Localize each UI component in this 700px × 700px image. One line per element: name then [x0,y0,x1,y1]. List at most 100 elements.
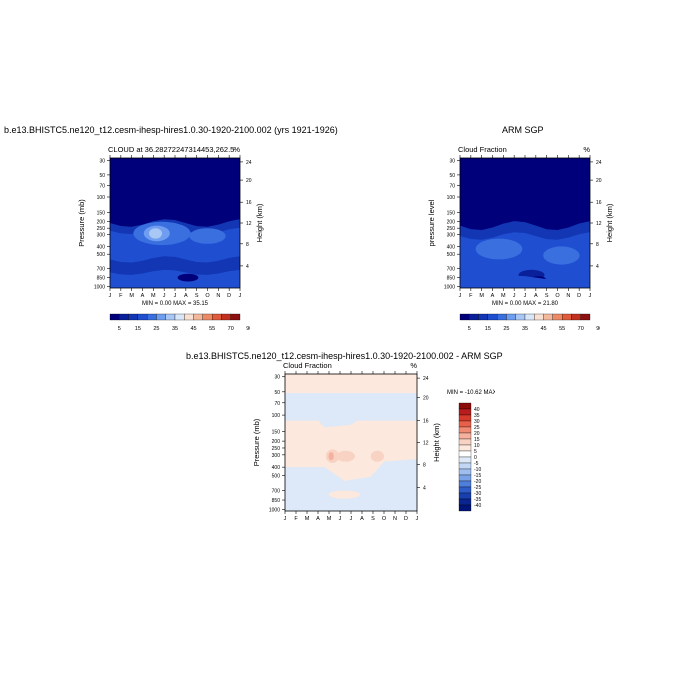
colorbar-label: -35 [474,497,481,503]
y-tick-label-right: 20 [246,178,252,184]
colorbar-label: 30 [474,419,480,425]
colorbar-label: 25 [503,326,509,332]
y-tick-label: 150 [272,430,281,436]
colorbar-swatch [458,480,472,488]
y-tick-label: 700 [97,267,106,273]
x-tick-label: F [469,293,473,299]
x-tick-label: D [577,293,581,299]
colorbar-swatch [478,313,489,321]
stats-label: MIN = -10.62 MAX = 17.89 [447,390,495,396]
colorbar-swatch [137,313,148,321]
y-tick-label: 850 [272,498,281,504]
colorbar-swatch [202,313,213,321]
y-tick-label: 200 [97,220,106,226]
colorbar-swatch [458,438,472,446]
x-tick-label: M [501,293,506,299]
colorbar-label: -20 [474,479,481,485]
colorbar-swatch [580,313,591,321]
x-tick-label: D [227,293,231,299]
colorbar-swatch [119,313,129,321]
y-tick-label-right: 20 [596,178,602,184]
subtitle-left: Cloud Fraction [283,362,332,370]
y-tick-label: 300 [272,453,281,459]
x-tick-label: D [404,516,408,522]
x-tick-label: O [382,516,387,522]
subtitle-left: CLOUD at 36.28272247314453,262.5 [108,145,234,154]
x-tick-label: A [491,293,495,299]
y-tick-label: 700 [447,267,456,273]
colorbar-label: 55 [559,326,565,332]
colorbar-label: 90 [596,326,600,332]
colorbar-swatch [184,313,194,321]
y-tick-label-right: 12 [596,221,602,227]
y-tick-label-right: 24 [246,160,252,166]
colorbar-swatch [534,313,544,321]
colorbar-swatch [571,313,581,321]
contour-band [285,374,417,394]
x-tick-label: J [239,293,242,299]
colorbar-swatch [458,492,472,500]
colorbar-swatch [458,498,472,506]
colorbar-swatch [515,313,526,321]
y-tick-label: 700 [272,488,281,494]
colorbar-swatch [165,313,176,321]
colorbar-swatch [469,313,479,321]
y-axis-label: Pressure (mb) [252,418,261,466]
colorbar-label: -5 [474,461,479,467]
colorbar-label: 5 [468,326,471,332]
colorbar-swatch [543,313,554,321]
panel1-title: b.e13.BHISTC5.ne120_t12.cesm-ihesp-hires… [4,125,338,135]
y-axis-label: Pressure (mb) [77,199,86,247]
x-tick-label: M [327,516,332,522]
colorbar-label: 5 [474,449,477,455]
colorbar-swatch [458,426,472,434]
x-tick-label: J [163,293,166,299]
y-tick-label-right: 24 [423,376,429,382]
x-tick-label: J [524,293,527,299]
y-tick-label: 400 [97,244,106,250]
colorbar-label: 20 [474,431,480,437]
colorbar-label: 5 [118,326,121,332]
contour-band [328,452,334,461]
colorbar-swatch [506,313,516,321]
panel1-colorbar: 5 15 25 35 45 55 70 90 [109,313,250,332]
y-axis-label: pressure level [427,199,436,246]
colorbar-swatch [458,468,472,476]
y-tick-label: 300 [447,233,456,239]
x-tick-label: J [174,293,177,299]
x-tick-label: F [119,293,123,299]
colorbar-swatch [156,313,166,321]
x-tick-label: A [360,516,364,522]
colorbar-label: 70 [578,326,584,332]
y-tick-label: 50 [274,390,280,396]
y-tick-label-right: 20 [423,395,429,401]
units-label: % [233,145,240,154]
y-tick-label-right: 4 [423,486,426,492]
x-tick-label: A [316,516,320,522]
colorbar-label: 35 [172,326,178,332]
colorbar-label: 55 [209,326,215,332]
x-tick-label: J [350,516,353,522]
contour-band [336,450,355,462]
x-tick-label: J [339,516,342,522]
colorbar-label: 70 [228,326,234,332]
y-tick-label: 70 [449,183,455,189]
x-tick-label: A [184,293,188,299]
y-tick-label: 1000 [269,508,280,514]
y-tick-label: 850 [447,276,456,282]
x-tick-label: A [534,293,538,299]
colorbar-label: 45 [541,326,547,332]
colorbar-label: 15 [485,326,491,332]
stats-label: MIN = 0.00 MAX = 21.80 [492,301,559,307]
colorbar-swatch [458,420,472,428]
x-tick-label: N [566,293,570,299]
colorbar-swatch [458,432,472,440]
y-tick-label-right: 4 [596,264,599,270]
colorbar-label: 90 [246,326,250,332]
y-tick-label: 100 [447,195,456,201]
x-tick-label: M [129,293,134,299]
y-tick-label: 30 [449,159,455,165]
x-tick-label: J [416,516,419,522]
y-tick-label: 50 [99,173,105,179]
y-tick-label: 200 [447,220,456,226]
